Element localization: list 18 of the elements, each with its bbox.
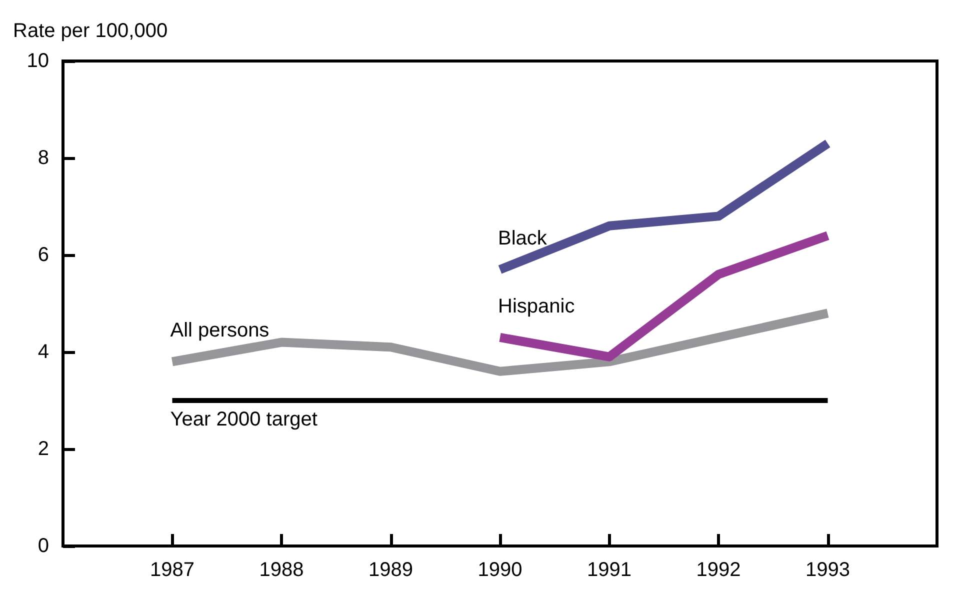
x-tick-label: 1988 xyxy=(259,559,304,581)
series-label: Hispanic xyxy=(498,295,575,318)
x-tick-label: 1989 xyxy=(368,559,413,581)
y-tick-label: 0 xyxy=(38,535,49,557)
y-axis-title: Rate per 100,000 xyxy=(13,20,168,42)
y-tick-label: 8 xyxy=(38,147,49,169)
y-tick-label: 10 xyxy=(26,50,49,72)
y-tick-label: 2 xyxy=(38,438,49,460)
series-label: Year 2000 target xyxy=(170,408,318,430)
series-label: Black xyxy=(498,228,548,250)
x-tick-label: 1992 xyxy=(696,559,741,581)
x-tick-label: 1991 xyxy=(587,559,632,581)
y-tick-label: 4 xyxy=(38,341,49,363)
x-tick-label: 1987 xyxy=(150,559,194,581)
x-tick-label: 1993 xyxy=(806,559,850,581)
x-tick-label: 1990 xyxy=(478,559,522,581)
y-tick-label: 6 xyxy=(38,244,49,266)
series-label: All persons xyxy=(170,320,270,342)
